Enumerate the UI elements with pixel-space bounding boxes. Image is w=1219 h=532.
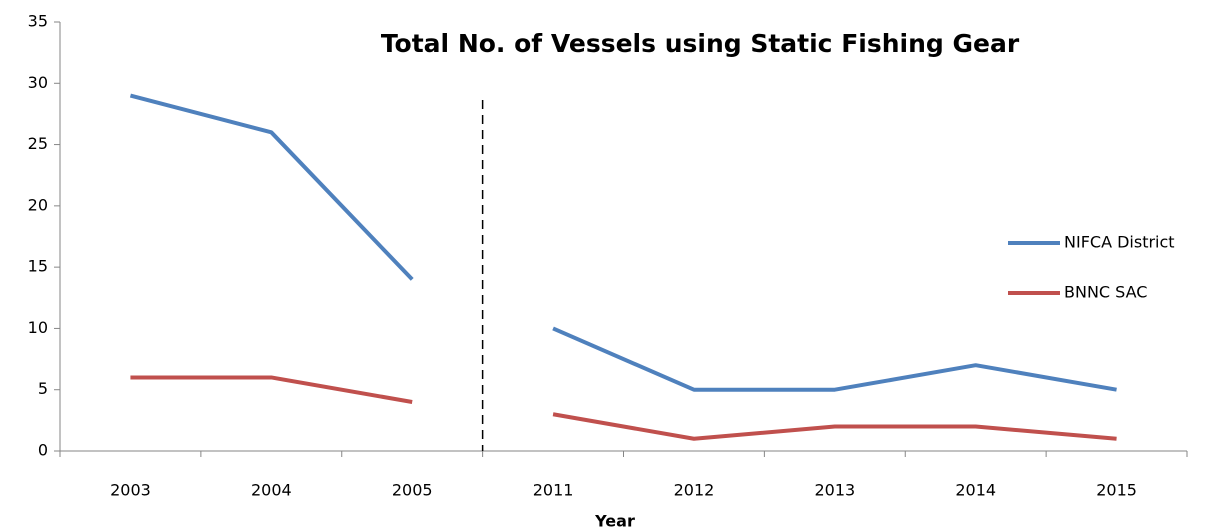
y-tick-label: 25 bbox=[28, 134, 48, 153]
x-tick-label: 2012 bbox=[674, 481, 715, 500]
x-tick-label: 2003 bbox=[110, 481, 151, 500]
x-tick-label: 2014 bbox=[955, 481, 996, 500]
y-tick-label: 15 bbox=[28, 257, 48, 276]
series-line bbox=[552, 412, 1117, 441]
series-line bbox=[129, 93, 414, 281]
y-tick-label: 20 bbox=[28, 195, 48, 214]
x-tick-label: 2015 bbox=[1096, 481, 1137, 500]
chart-title: Total No. of Vessels using Static Fishin… bbox=[381, 29, 1020, 58]
y-tick-label: 30 bbox=[28, 73, 48, 92]
x-tick-label: 2005 bbox=[392, 481, 433, 500]
legend-label: NIFCA District bbox=[1064, 233, 1175, 252]
y-tick-label: 10 bbox=[28, 318, 48, 337]
x-tick-label: 2013 bbox=[814, 481, 855, 500]
x-tick-label: 2004 bbox=[251, 481, 292, 500]
y-tick-label: 35 bbox=[28, 12, 48, 31]
legend-label: BNNC SAC bbox=[1064, 283, 1147, 302]
x-tick-label: 2011 bbox=[533, 481, 574, 500]
y-tick-label: 0 bbox=[38, 441, 48, 460]
series-line bbox=[130, 375, 413, 404]
y-tick-label: 5 bbox=[38, 379, 48, 398]
x-axis-label: Year bbox=[594, 512, 635, 531]
series-line bbox=[552, 326, 1117, 392]
